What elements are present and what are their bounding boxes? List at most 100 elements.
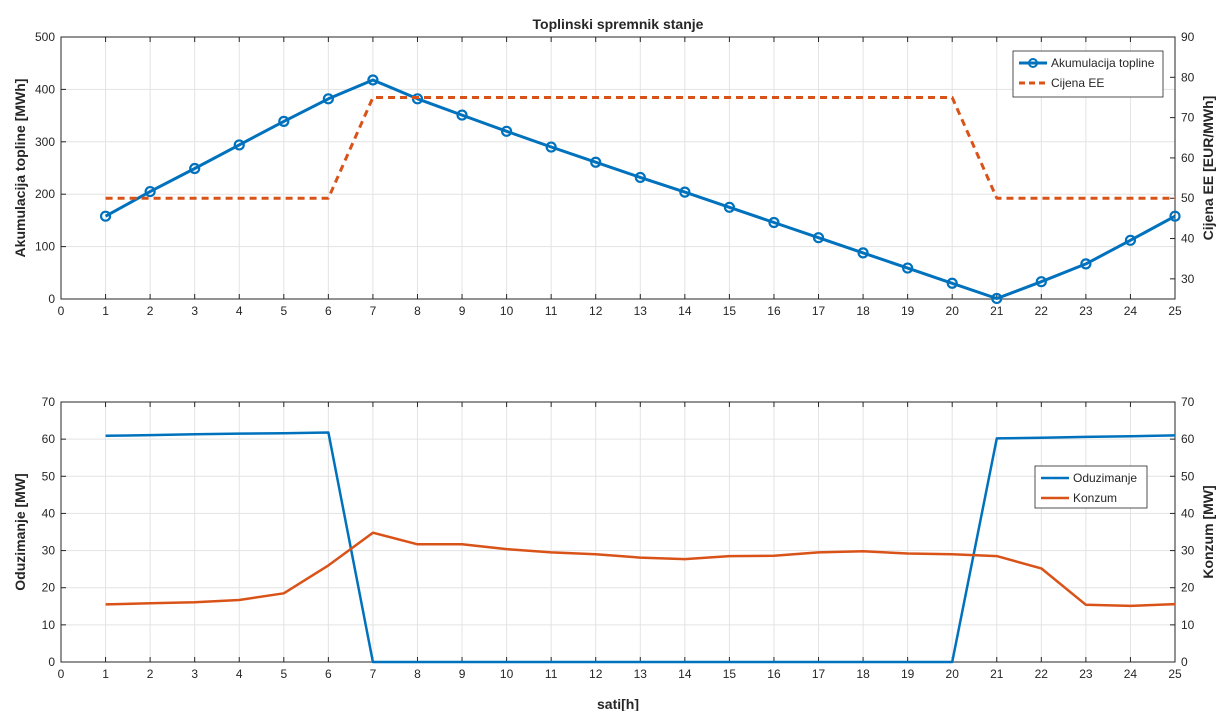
legend-box: [1012, 50, 1164, 98]
y-right-tick-label: 0: [1181, 655, 1188, 669]
y-right-tick-label: 10: [1181, 618, 1195, 632]
x-tick-label: 13: [634, 304, 648, 318]
y-right-tick-label: 40: [1181, 232, 1195, 246]
data-point-marker: [857, 247, 869, 259]
x-tick-label: 12: [589, 667, 603, 681]
y-right-tick-label: 40: [1181, 506, 1195, 520]
y-right-tick-label: 70: [1181, 395, 1195, 409]
series-line-1: [105, 96, 1175, 200]
y-right-tick-label: 50: [1181, 469, 1195, 483]
y-right-tick-label: 80: [1181, 70, 1195, 84]
x-tick-label: 22: [1035, 304, 1049, 318]
x-tick-label: 23: [1079, 667, 1093, 681]
x-tick-label: 24: [1124, 304, 1138, 318]
y-right-tick-label: 30: [1181, 544, 1195, 558]
x-tick-label: 20: [946, 304, 960, 318]
x-tick-label: 10: [500, 304, 514, 318]
x-tick-label: 14: [678, 667, 692, 681]
x-tick-label: 3: [191, 304, 198, 318]
x-tick-label: 11: [545, 667, 558, 681]
y-left-tick-label: 60: [42, 432, 56, 446]
x-tick-label: 12: [589, 304, 603, 318]
x-tick-label: 21: [990, 304, 1004, 318]
x-tick-label: 16: [767, 667, 781, 681]
y-left-tick-label: 40: [42, 506, 56, 520]
top-plot-accumulation-price: 0 1 2 3 4 5 6 7 8 9 10 11 12 13 14 15 16 17 18 19 20 21 22 23 24…: [12, 16, 1216, 318]
x-tick-label: 22: [1035, 667, 1049, 681]
x-tick-label: 18: [856, 304, 870, 318]
series-line-0: [104, 78, 1176, 300]
y-left-axis-title: Oduzimanje [MW]: [12, 473, 28, 590]
x-tick-label: 6: [325, 667, 332, 681]
y-right-tick-label: 60: [1181, 432, 1195, 446]
legend-entry-label: Oduzimanje: [1073, 471, 1137, 485]
x-tick-label: 21: [990, 667, 1004, 681]
plot-area: [61, 37, 1175, 299]
y-left-tick-label: 30: [42, 544, 56, 558]
data-point-marker: [679, 186, 691, 198]
x-tick-label: 19: [901, 667, 915, 681]
y-left-axis-title: Akumulacija topline [MWh]: [12, 79, 28, 258]
x-tick-label: 7: [370, 667, 377, 681]
x-tick-label: 2: [147, 667, 154, 681]
data-point-marker: [991, 292, 1003, 305]
axes-box: [60, 36, 1176, 300]
series-line-0: [105, 431, 1176, 664]
x-tick-label: 19: [901, 304, 915, 318]
x-tick-label: 4: [236, 304, 243, 318]
y-right-axis-title: Konzum [MW]: [1200, 485, 1216, 578]
x-tick-label: 0: [58, 304, 65, 318]
data-point-marker: [189, 162, 201, 175]
data-point-marker: [456, 109, 468, 121]
x-tick-label: 13: [634, 667, 648, 681]
x-tick-label: 1: [102, 667, 109, 681]
data-point-marker: [501, 125, 513, 137]
data-point-marker: [768, 216, 780, 229]
legend-entry-label: Cijena EE: [1051, 76, 1104, 90]
x-tick-label: 6: [325, 304, 332, 318]
x-tick-label: 24: [1124, 667, 1138, 681]
y-left-tick-label: 20: [42, 581, 56, 595]
y-left-tick-label: 500: [35, 30, 55, 44]
x-tick-label: 15: [723, 667, 737, 681]
series-line-1: [105, 531, 1176, 608]
y-left-tick-label: 50: [42, 469, 56, 483]
data-point-marker: [545, 141, 557, 153]
data-point-marker: [233, 139, 245, 151]
data-point-marker: [1169, 210, 1181, 222]
x-tick-label: 23: [1079, 304, 1093, 318]
data-point-marker: [144, 185, 156, 198]
x-tick-label: 10: [500, 667, 514, 681]
legend-entry-label: Konzum: [1073, 491, 1117, 505]
x-tick-label: 16: [767, 304, 781, 318]
legend-entry-label: Akumulacija topline: [1051, 56, 1155, 70]
data-point-marker: [1080, 258, 1092, 270]
data-point-marker: [634, 171, 646, 184]
x-tick-label: 9: [459, 304, 466, 318]
x-tick-label: 14: [678, 304, 692, 318]
y-right-tick-label: 60: [1181, 151, 1195, 165]
legend-marker-0: [1028, 58, 1038, 68]
x-tick-label: 8: [414, 304, 421, 318]
x-tick-label: 20: [946, 667, 960, 681]
x-axis-title: sati[h]: [597, 696, 639, 711]
y-left-tick-label: 100: [35, 240, 55, 254]
x-tick-label: 4: [236, 667, 243, 681]
x-tick-label: 1: [102, 304, 109, 318]
y-left-tick-label: 10: [42, 618, 56, 632]
y-left-tick-label: 400: [35, 82, 55, 96]
y-left-tick-label: 300: [35, 135, 55, 149]
x-tick-label: 18: [856, 667, 870, 681]
data-point-marker: [946, 277, 958, 289]
x-tick-label: 5: [280, 304, 287, 318]
data-point-marker: [367, 74, 379, 86]
data-point-marker: [812, 232, 825, 244]
x-tick-label: 5: [280, 667, 287, 681]
legend-box: [1034, 465, 1148, 509]
y-right-tick-label: 50: [1181, 191, 1195, 205]
data-point-marker: [322, 93, 334, 105]
x-tick-label: 8: [414, 667, 421, 681]
x-tick-label: 15: [723, 304, 737, 318]
x-tick-label: 11: [545, 304, 558, 318]
